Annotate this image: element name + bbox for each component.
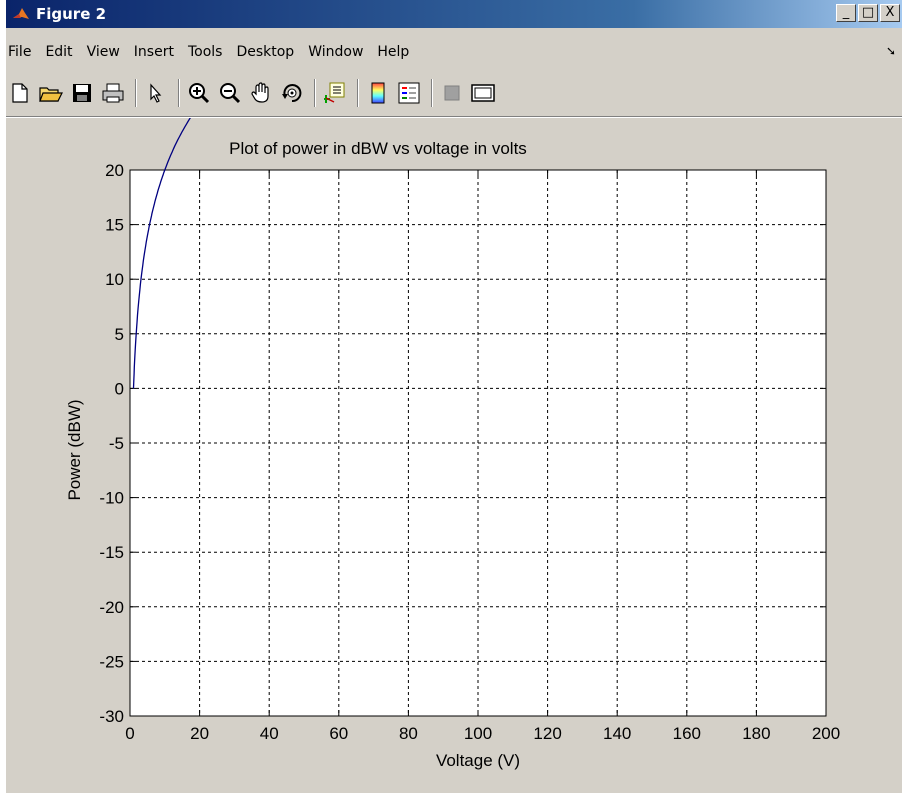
toolbar-separator xyxy=(135,79,137,107)
figure-canvas[interactable]: Plot of power in dBW vs voltage in volts… xyxy=(6,0,902,793)
x-tick-label: 0 xyxy=(125,724,134,743)
y-axis-label: Power (dBW) xyxy=(65,399,84,500)
menu-file[interactable]: File xyxy=(8,44,32,60)
y-tick-label: -10 xyxy=(99,489,124,508)
y-tick-label: -15 xyxy=(99,543,124,562)
plot-title: Plot of power in dBW vs voltage in volts xyxy=(229,139,527,158)
title-bar[interactable]: Figure 2 _ □ X xyxy=(6,0,902,28)
x-tick-label: 60 xyxy=(329,724,348,743)
y-tick-label: -20 xyxy=(99,598,124,617)
menu-edit[interactable]: Edit xyxy=(45,44,73,60)
y-tick-label: 10 xyxy=(105,270,124,289)
y-tick-label: 5 xyxy=(115,325,124,344)
data-cursor-icon[interactable] xyxy=(321,79,349,107)
toolbar-divider xyxy=(6,116,902,118)
rotate-3d-icon[interactable] xyxy=(278,79,306,107)
save-icon[interactable] xyxy=(68,79,96,107)
y-tick-label: 20 xyxy=(105,161,124,180)
matlab-logo-icon xyxy=(13,8,29,19)
x-tick-label: 100 xyxy=(464,724,492,743)
x-tick-label: 180 xyxy=(742,724,770,743)
dock-arrow-icon[interactable]: ➘ xyxy=(885,44,896,58)
zoom-out-icon[interactable] xyxy=(216,79,244,107)
y-tick-label: -30 xyxy=(99,707,124,726)
x-tick-label: 160 xyxy=(673,724,701,743)
zoom-in-icon[interactable] xyxy=(185,79,213,107)
select-arrow-icon[interactable] xyxy=(142,79,170,107)
menu-bar: File Edit View Insert Tools Desktop Wind… xyxy=(6,40,902,64)
close-button[interactable]: X xyxy=(880,4,900,22)
maximize-button[interactable]: □ xyxy=(858,4,878,22)
toolbar-separator xyxy=(431,79,433,107)
show-plot-tools-icon[interactable] xyxy=(469,79,497,107)
toolbar-separator xyxy=(178,79,180,107)
x-tick-label: 40 xyxy=(260,724,279,743)
axes-box xyxy=(129,169,827,717)
pan-hand-icon[interactable] xyxy=(247,79,275,107)
y-tick-label: 0 xyxy=(115,379,124,398)
toolbar-separator xyxy=(314,79,316,107)
y-tick-label: -25 xyxy=(99,652,124,671)
new-file-icon[interactable] xyxy=(6,79,34,107)
legend-icon[interactable] xyxy=(395,79,423,107)
x-tick-label: 20 xyxy=(190,724,209,743)
window-title: Figure 2 xyxy=(36,5,107,23)
colorbar-icon[interactable] xyxy=(364,79,392,107)
x-tick-label: 140 xyxy=(603,724,631,743)
menu-view[interactable]: View xyxy=(86,44,120,60)
x-axis-label: Voltage (V) xyxy=(436,751,520,770)
menu-tools[interactable]: Tools xyxy=(187,44,223,60)
menu-help[interactable]: Help xyxy=(377,44,410,60)
toolbar-separator xyxy=(357,79,359,107)
y-tick-label: 15 xyxy=(105,216,124,235)
y-tick-label: -5 xyxy=(109,434,124,453)
plot-svg[interactable]: Plot of power in dBW vs voltage in volts… xyxy=(6,0,902,793)
menu-insert[interactable]: Insert xyxy=(133,44,174,60)
toolbar xyxy=(6,76,902,110)
print-icon[interactable] xyxy=(99,79,127,107)
minimize-button[interactable]: _ xyxy=(836,4,856,22)
menu-window[interactable]: Window xyxy=(308,44,364,60)
menu-desktop[interactable]: Desktop xyxy=(236,44,295,60)
hide-plot-tools-icon[interactable] xyxy=(438,79,466,107)
x-tick-label: 120 xyxy=(533,724,561,743)
x-tick-label: 80 xyxy=(399,724,418,743)
x-tick-label: 200 xyxy=(812,724,840,743)
open-folder-icon[interactable] xyxy=(37,79,65,107)
figure-window: Figure 2 _ □ X File Edit View Insert Too… xyxy=(6,0,902,793)
